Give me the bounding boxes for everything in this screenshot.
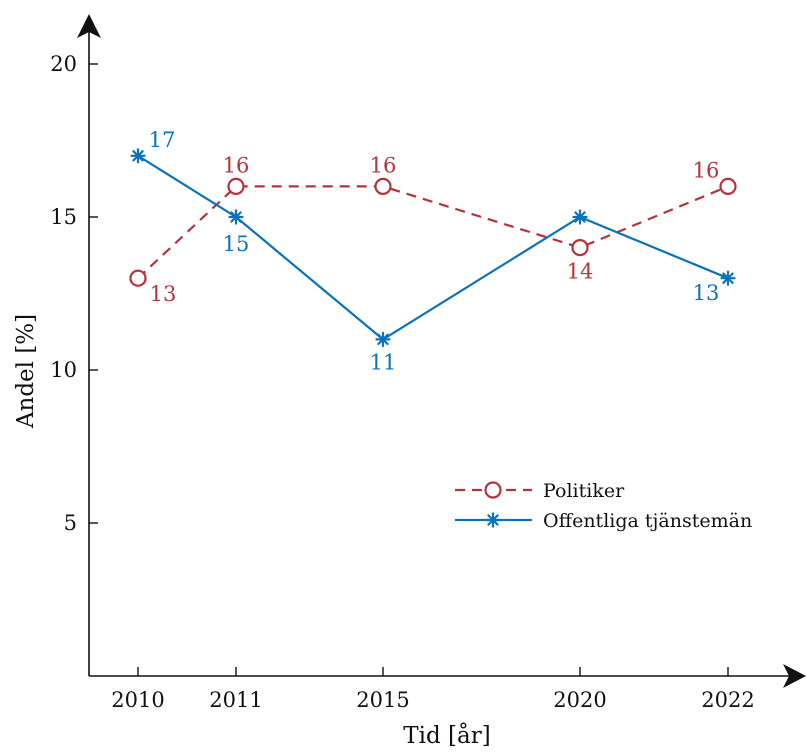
data-label-tjanstemen: 13 [693,281,720,305]
x-axis-arrowhead [783,664,806,688]
data-point-tjanstemen [130,148,146,164]
x-tick-label: 2015 [356,688,409,712]
legend: Politiker Offentliga tjänstemän [455,480,752,532]
y-tick-label: 20 [50,52,77,76]
data-label-tjanstemen: 15 [223,232,250,256]
legend-marker-politiker [484,481,502,499]
x-tick-label: 2022 [701,688,754,712]
data-label-politiker: 16 [693,158,720,182]
series-layer: 13 16 16 14 16 17 15 11 13 [129,128,737,374]
x-tick-label: 2011 [209,688,262,712]
y-tick-label: 10 [50,358,77,382]
legend-label-tjanstemen: Offentliga tjänstemän [543,510,752,532]
data-label-tjanstemen: 11 [370,350,397,374]
data-label-politiker: 13 [150,282,177,306]
legend-asterisk-glyph [485,512,501,528]
data-label-politiker: 16 [370,153,397,177]
y-axis-arrowhead [77,14,101,38]
data-label-politiker: 16 [223,153,250,177]
y-ticks: 5 10 15 20 [50,52,98,535]
data-point-tjanstemen [572,209,588,225]
axes [77,14,806,688]
legend-label-politiker: Politiker [543,480,625,502]
data-point-tjanstemen [720,270,736,286]
x-axis-title: Tid [år] [403,722,490,749]
x-tick-label: 2010 [111,688,164,712]
y-tick-label: 5 [64,511,77,535]
x-ticks: 2010 2011 2015 2020 2022 [111,667,755,712]
y-tick-label: 15 [50,205,77,229]
data-label-tjanstemen: 17 [149,128,176,152]
data-point-tjanstemen [228,209,244,225]
data-label-politiker: 14 [567,260,594,284]
data-point-politiker [571,239,589,257]
legend-marker-tjanstemen [485,512,501,528]
data-point-politiker [227,177,245,195]
data-point-politiker [129,269,147,287]
data-point-politiker [719,177,737,195]
data-point-tjanstemen [375,331,391,347]
x-tick-label: 2020 [553,688,606,712]
y-axis-title: Andel [%] [13,314,39,429]
data-point-politiker [374,177,392,195]
